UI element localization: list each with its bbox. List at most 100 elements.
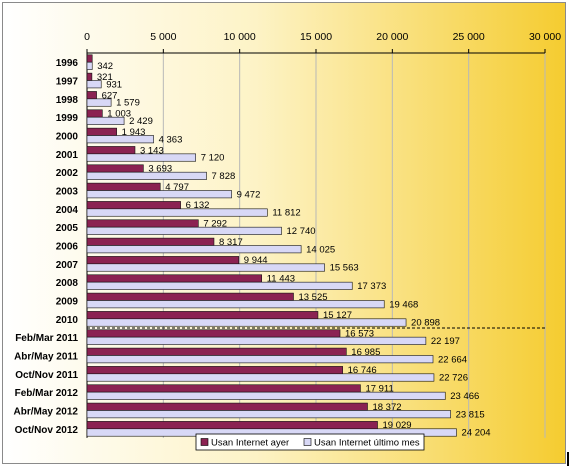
data-label: 4 363: [159, 134, 183, 145]
bars: [86, 54, 457, 437]
data-label: 1 943: [122, 127, 146, 138]
data-label: 22 726: [439, 373, 468, 384]
category-labels: 1996 1997 1998 1999 2000 2001 2002 2003 2004 2005…: [14, 58, 79, 436]
bar-ayer: [86, 421, 378, 430]
bar-ayer: [86, 54, 93, 63]
data-label: 321: [97, 72, 113, 83]
data-label: 12 740: [286, 226, 315, 237]
data-label: 24 204: [462, 428, 491, 439]
category-label: 2006: [56, 241, 79, 252]
data-label: 13 525: [298, 292, 327, 303]
data-label: 16 573: [345, 329, 374, 340]
bar-ultimo-mes: [86, 116, 125, 125]
bar-ayer: [86, 109, 103, 118]
data-label: 16 746: [348, 365, 377, 376]
bar-ayer: [86, 127, 117, 136]
category-label: 2005: [56, 223, 79, 234]
data-label: 23 815: [456, 409, 485, 420]
data-label: 11 443: [267, 274, 295, 285]
data-label: 7 828: [212, 171, 236, 182]
category-label: 2007: [56, 260, 79, 271]
category-label: 2000: [56, 131, 79, 142]
bar-ayer: [86, 91, 97, 100]
bar-ayer: [86, 347, 347, 356]
bar-ultimo-mes: [86, 190, 232, 199]
data-label: 3 143: [140, 145, 164, 156]
category-label: 2003: [56, 186, 79, 197]
bar-ayer: [86, 219, 199, 228]
data-label: 9 472: [237, 189, 261, 200]
bar-ultimo-mes: [86, 153, 196, 162]
bar-ayer: [86, 182, 161, 191]
data-label: 1 579: [116, 98, 140, 109]
category-label: 2001: [56, 150, 79, 161]
bar-ayer: [86, 329, 341, 338]
data-label: 16 985: [351, 347, 380, 358]
category-label: 1998: [56, 95, 79, 106]
data-label: 6 132: [186, 200, 210, 211]
x-tick-label: 25 000: [453, 31, 485, 43]
bar-ayer: [86, 164, 144, 173]
bar-ultimo-mes: [86, 318, 407, 327]
category-label: Abr/May 2011: [14, 351, 78, 362]
bar-ultimo-mes: [86, 410, 451, 419]
bar-ayer: [86, 72, 93, 81]
data-label: 19 029: [383, 420, 412, 431]
data-label: 4 797: [165, 182, 189, 193]
x-tick-label: 5 000: [150, 31, 176, 43]
bar-ayer: [86, 274, 262, 283]
category-label: 2009: [56, 296, 79, 307]
category-label: Abr/May 2012: [14, 406, 79, 417]
data-label: 11 812: [272, 208, 300, 219]
bar-ultimo-mes: [86, 373, 435, 382]
data-label: 22 664: [438, 354, 467, 365]
bar-ayer: [86, 201, 181, 210]
edge-mark: [567, 452, 569, 466]
data-label: 20 898: [411, 318, 440, 329]
bar-ayer: [86, 237, 215, 246]
data-label: 7 120: [201, 153, 225, 164]
category-label: 2002: [56, 168, 79, 179]
data-label: 627: [102, 90, 118, 101]
bar-ayer: [86, 146, 136, 155]
data-label: 8 317: [219, 237, 243, 248]
bar-ultimo-mes: [86, 263, 325, 272]
x-tick-label: 15 000: [300, 31, 332, 43]
data-label: 342: [97, 61, 113, 72]
bar-ultimo-mes: [86, 80, 102, 89]
data-label: 15 127: [323, 310, 352, 321]
bar-ayer: [86, 311, 319, 320]
data-label: 9 944: [244, 255, 268, 266]
x-tick-label: 30 000: [529, 31, 561, 43]
bar-ultimo-mes: [86, 245, 302, 254]
legend-swatch: [200, 438, 209, 446]
chart-frame: [2, 2, 566, 464]
bar-ultimo-mes: [86, 171, 207, 180]
bar-ultimo-mes: [86, 391, 446, 400]
bar-ultimo-mes: [86, 281, 353, 290]
x-tick-label: 20 000: [376, 31, 408, 43]
category-label: Oct/Nov 2011: [15, 370, 78, 381]
category-label: Oct/Nov 2012: [15, 425, 79, 436]
bar-ultimo-mes: [86, 355, 434, 364]
bar-ayer: [86, 384, 361, 393]
bar-ultimo-mes: [86, 98, 112, 107]
bar-ultimo-mes: [86, 336, 427, 345]
data-label: 17 911: [365, 384, 393, 395]
legend-swatch: [303, 438, 312, 446]
data-label: 22 197: [431, 336, 460, 347]
data-label: 7 292: [203, 219, 227, 230]
bar-ayer: [86, 256, 240, 265]
data-label: 19 468: [389, 299, 418, 310]
category-label: 1999: [56, 113, 79, 124]
legend-label: Usan Internet último mes: [314, 438, 420, 449]
data-label: 931: [106, 79, 122, 90]
category-label: 1996: [56, 58, 79, 69]
data-label: 18 372: [372, 402, 401, 413]
category-label: 1997: [56, 76, 79, 87]
data-label: 17 373: [357, 281, 386, 292]
bar-ayer: [86, 366, 343, 375]
bar-ayer: [86, 402, 368, 411]
